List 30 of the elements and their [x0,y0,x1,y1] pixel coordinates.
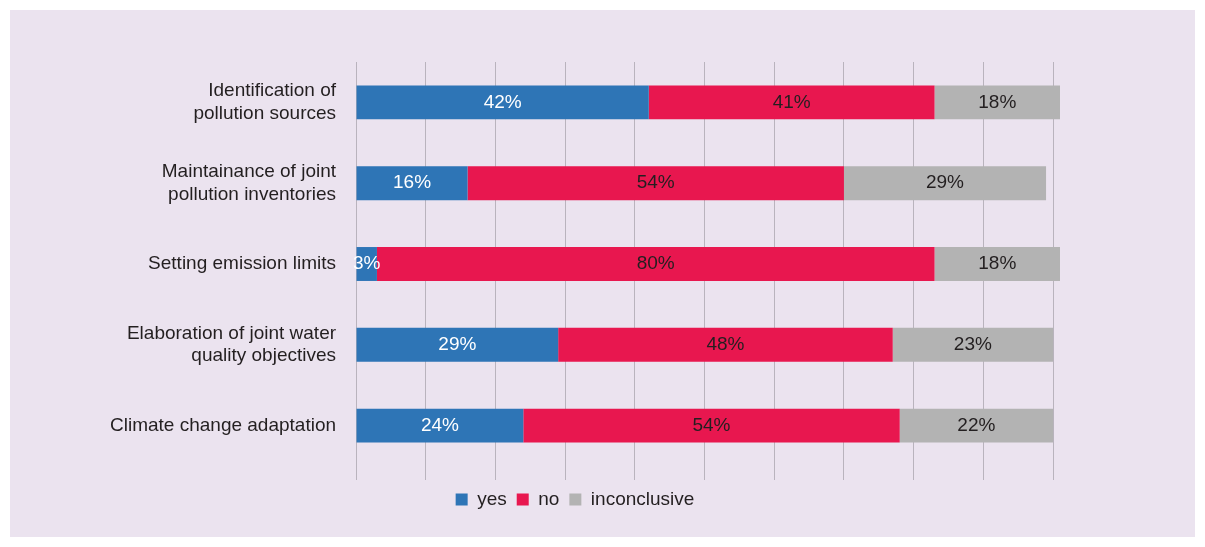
data-label: 24% [420,413,460,435]
data-label: 29% [438,333,477,355]
bar [523,408,900,443]
legend-label: yes [477,487,507,509]
data-label: 18% [978,90,1017,112]
data-label: 54% [692,413,731,435]
y-tick-label: Setting emission limits [148,252,337,274]
data-label: 48% [706,333,745,355]
bar [648,85,935,120]
bar [356,408,524,443]
bar [356,327,559,362]
legend-label: no [538,487,560,509]
bar [356,85,649,120]
data-label: 29% [925,171,965,193]
y-tick-label: Maintainance of joint pollution inventories [161,160,337,204]
y-tick-label: Identification of pollution sources [193,79,337,124]
bar [356,166,468,201]
data-label: 16% [393,171,432,193]
data-label: 42% [483,90,522,112]
data-label: 23% [953,333,992,355]
data-label: 41% [772,90,811,112]
data-label: 54% [636,171,675,193]
y-tick-label: Climate change adaptation [110,413,337,435]
legend-label: inconclusive [590,487,695,509]
data-label: 80% [636,252,675,274]
data-label: 22% [957,413,996,435]
bar [558,327,893,362]
bar [467,166,844,201]
y-tick-label: Elaboration of joint water quality objectives [126,321,337,366]
data-label: 18% [978,252,1017,274]
